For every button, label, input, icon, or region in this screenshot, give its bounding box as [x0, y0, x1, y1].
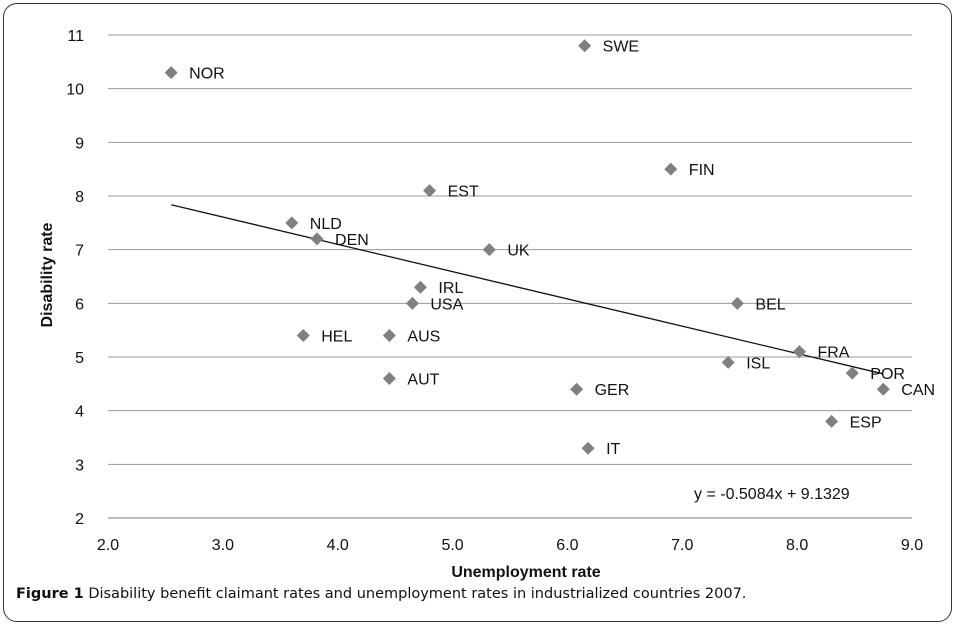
data-point-isl	[721, 355, 735, 369]
x-tick-label: 4.0	[327, 537, 349, 554]
data-point-bel	[730, 296, 744, 310]
x-tick-label: 2.0	[97, 537, 119, 554]
point-label-esp: ESP	[850, 414, 882, 431]
data-point-por	[845, 366, 859, 380]
point-label-isl: ISL	[746, 355, 770, 372]
x-tick-labels: 2.0 3.0 4.0 5.0 6.0 7.0 8.0 9.0	[97, 537, 923, 554]
point-label-fra: FRA	[817, 345, 849, 362]
data-point-usa	[405, 296, 419, 310]
data-point-uk	[482, 243, 496, 257]
data-point-can	[876, 382, 890, 396]
point-label-swe: SWE	[603, 39, 639, 56]
y-tick-label: 5	[75, 350, 84, 367]
point-label-uk: UK	[507, 243, 530, 260]
x-axis-label: Unemployment rate	[451, 564, 600, 581]
data-point-est	[423, 184, 437, 198]
point-label-can: CAN	[901, 382, 935, 399]
y-tick-label: 8	[75, 189, 84, 206]
y-tick-label: 11	[67, 28, 84, 45]
caption-text: Disability benefit claimant rates and un…	[88, 586, 747, 602]
gridlines	[108, 34, 912, 519]
figure-caption: Figure 1 Disability benefit claimant rat…	[16, 586, 951, 602]
data-point-swe	[578, 39, 592, 53]
data-point-nor	[164, 66, 178, 80]
trendline-layer	[171, 204, 884, 375]
y-tick-labels: 2 3 4 5 6 7 8 9 10 11	[66, 28, 84, 528]
point-label-aus: AUS	[407, 329, 440, 346]
data-point-it	[581, 441, 595, 455]
point-label-den: DEN	[335, 232, 369, 249]
point-label-aut: AUT	[407, 371, 439, 388]
y-tick-label: 7	[75, 243, 84, 260]
y-tick-label: 2	[75, 511, 84, 528]
point-label-irl: IRL	[438, 280, 463, 297]
data-point-nld	[285, 216, 299, 230]
caption-label: Figure 1	[16, 586, 84, 602]
data-point-aut	[382, 371, 396, 385]
data-point-fin	[664, 162, 678, 176]
x-tick-label: 5.0	[441, 537, 463, 554]
point-label-por: POR	[870, 366, 905, 383]
x-tick-label: 6.0	[556, 537, 578, 554]
y-tick-label: 10	[66, 82, 84, 99]
y-tick-label: 6	[75, 296, 84, 313]
data-point-aus	[382, 329, 396, 343]
y-tick-label: 4	[75, 404, 84, 421]
y-tick-label: 3	[75, 457, 84, 474]
x-tick-label: 9.0	[901, 537, 923, 554]
point-label-bel: BEL	[755, 296, 785, 313]
point-label-fin: FIN	[689, 162, 715, 179]
data-point-fra	[792, 345, 806, 359]
trendline	[171, 204, 884, 375]
data-point-ger	[570, 382, 584, 396]
data-point-irl	[413, 280, 427, 294]
y-tick-label: 9	[75, 135, 84, 152]
x-tick-label: 7.0	[671, 537, 693, 554]
point-label-ger: GER	[595, 382, 630, 399]
data-point-hel	[296, 329, 310, 343]
trendline-equation: y = -0.5084x + 9.1329	[694, 486, 850, 503]
figure-frame	[3, 3, 952, 622]
point-label-it: IT	[606, 441, 620, 458]
point-label-nld: NLD	[310, 216, 342, 233]
data-point-esp	[825, 414, 839, 428]
y-axis-label: Disability rate	[39, 222, 56, 327]
x-tick-label: 8.0	[786, 537, 808, 554]
x-tick-label: 3.0	[212, 537, 234, 554]
point-label-est: EST	[448, 184, 479, 201]
point-label-nor: NOR	[189, 66, 225, 83]
point-label-hel: HEL	[321, 329, 352, 346]
point-label-usa: USA	[430, 296, 463, 313]
data-point-den	[310, 232, 324, 246]
